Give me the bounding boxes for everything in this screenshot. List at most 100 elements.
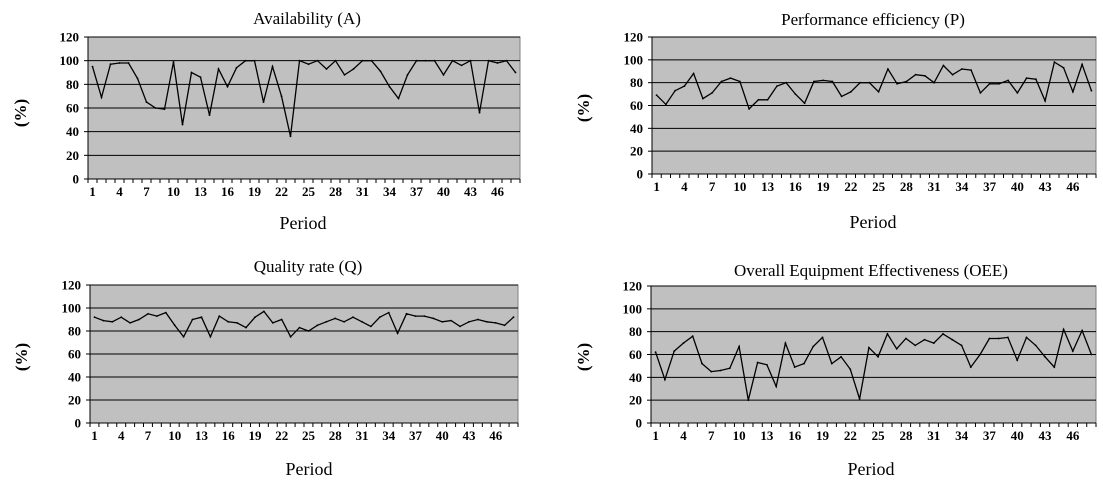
data-point <box>424 59 427 62</box>
data-point <box>858 398 861 400</box>
chart-title: Performance efficiency (P) <box>781 10 965 29</box>
chart-panel: 0 20 40 60 80 100 120 1 4 7 10 13 16 19 22 25 28 31 34 37 40… <box>574 10 1097 232</box>
y-tick-label: 80 <box>66 77 79 92</box>
x-tick-label: 22 <box>844 428 857 443</box>
data-point <box>263 310 265 313</box>
data-point <box>505 59 508 62</box>
chart-title: Quality rate (Q) <box>254 257 363 276</box>
data-point <box>370 325 372 328</box>
x-axis-label: Period <box>280 213 327 233</box>
y-tick-label: 20 <box>629 393 642 408</box>
data-point <box>813 80 815 83</box>
data-point <box>271 65 274 68</box>
y-tick-label: 60 <box>630 98 643 113</box>
data-point <box>673 350 676 352</box>
x-tick-label: 22 <box>844 179 857 194</box>
data-point <box>423 315 426 317</box>
data-point <box>822 79 824 82</box>
data-point <box>442 74 445 76</box>
x-tick-label: 31 <box>356 184 369 199</box>
data-point <box>803 102 806 105</box>
data-point <box>379 70 382 73</box>
y-tick-label: 120 <box>624 30 644 45</box>
chart-panel: 0 20 40 60 80 100 120 1 4 7 10 13 16 19 22 25 28 31 34 37 40… <box>11 9 521 233</box>
data-point <box>895 347 898 350</box>
x-tick-label: 7 <box>709 179 716 194</box>
data-point <box>289 135 292 138</box>
data-point <box>821 336 824 339</box>
data-point <box>665 103 667 106</box>
chart-title: Overall Equipment Effectiveness (OEE) <box>734 261 1008 280</box>
data-point <box>361 59 364 62</box>
x-tick-label: 13 <box>194 184 208 199</box>
data-point <box>200 316 203 319</box>
data-point <box>1035 78 1037 81</box>
y-tick-label: 0 <box>73 172 80 187</box>
data-point <box>236 322 239 324</box>
data-point <box>441 320 444 323</box>
data-point <box>692 72 695 75</box>
data-point <box>849 368 852 371</box>
data-point <box>1081 63 1083 66</box>
data-point <box>218 315 221 317</box>
data-point <box>1072 90 1074 93</box>
data-point <box>785 81 787 84</box>
data-point <box>1044 355 1046 358</box>
data-point <box>138 318 140 321</box>
data-point <box>1016 92 1019 94</box>
data-point <box>1090 89 1093 92</box>
data-point <box>1007 336 1009 339</box>
data-point <box>512 316 515 319</box>
y-axis-label: (%) <box>574 94 593 122</box>
data-point <box>784 342 787 344</box>
data-point <box>387 311 390 314</box>
y-tick-label: 40 <box>68 370 81 385</box>
data-point <box>729 77 732 79</box>
y-tick-label: 80 <box>629 324 642 339</box>
y-axis-label: (%) <box>11 99 30 127</box>
data-point <box>1025 77 1028 79</box>
x-tick-label: 16 <box>222 428 236 443</box>
x-tick-label: 19 <box>817 179 831 194</box>
x-tick-label: 22 <box>275 428 288 443</box>
data-point <box>756 361 759 364</box>
x-tick-label: 4 <box>681 179 688 194</box>
x-tick-label: 4 <box>116 184 123 199</box>
data-point <box>163 108 166 111</box>
data-point <box>691 335 694 338</box>
data-point <box>739 80 741 83</box>
x-tick-label: 1 <box>89 184 96 199</box>
data-point <box>942 64 945 67</box>
y-tick-label: 60 <box>68 347 81 362</box>
series-line <box>654 327 1093 401</box>
data-point <box>227 320 230 323</box>
data-point <box>969 366 972 368</box>
data-point <box>91 65 94 68</box>
data-point <box>775 385 778 388</box>
data-point <box>343 74 346 76</box>
y-axis-label: (%) <box>574 343 593 371</box>
data-point <box>720 80 723 83</box>
x-axis-label: Period <box>850 212 897 232</box>
chart-panel: 0 20 40 60 80 100 120 1 4 7 10 13 16 19 22 25 28 31 34 37 40… <box>12 257 519 479</box>
x-tick-label: 25 <box>872 428 886 443</box>
data-point <box>748 108 750 110</box>
x-tick-label: 19 <box>248 428 262 443</box>
data-point <box>803 362 805 365</box>
data-point <box>979 353 981 356</box>
data-point <box>298 59 301 62</box>
data-point <box>468 320 470 323</box>
data-point <box>496 62 499 64</box>
data-point <box>111 320 114 323</box>
data-point <box>905 80 908 83</box>
y-tick-label: 0 <box>636 416 643 431</box>
x-tick-label: 31 <box>928 179 941 194</box>
x-tick-label: 43 <box>1039 179 1053 194</box>
data-point <box>414 315 417 317</box>
data-point <box>118 62 121 64</box>
data-point <box>191 318 194 321</box>
data-point <box>831 80 834 83</box>
y-tick-label: 20 <box>68 393 81 408</box>
x-tick-label: 34 <box>382 428 396 443</box>
